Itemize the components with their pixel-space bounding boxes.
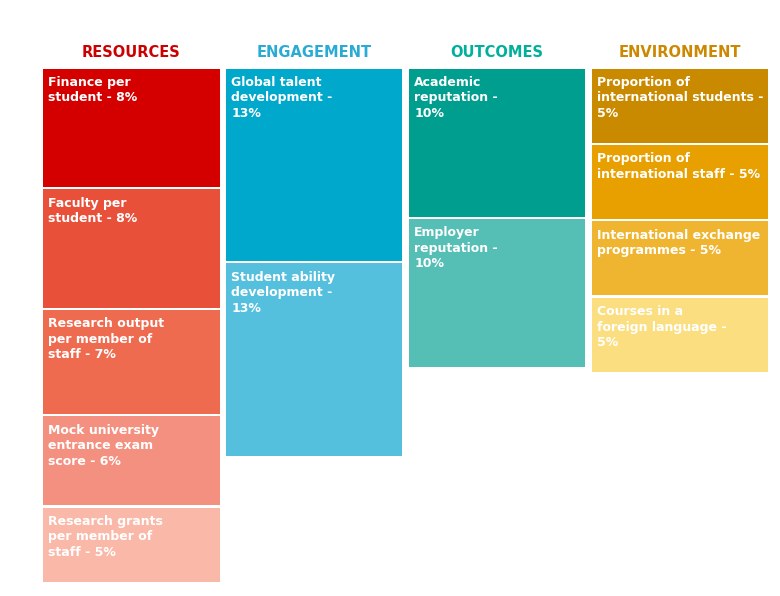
Bar <box>591 69 768 142</box>
Text: ENVIRONMENT: ENVIRONMENT <box>619 45 741 60</box>
Text: Student ability
development -
13%: Student ability development - 13% <box>231 271 335 315</box>
Text: Employer
reputation -
10%: Employer reputation - 10% <box>414 226 498 270</box>
Text: RESOURCES: RESOURCES <box>82 45 181 60</box>
Bar <box>591 145 768 219</box>
Text: OUTCOMES: OUTCOMES <box>451 45 544 60</box>
Text: Faculty per
student - 8%: Faculty per student - 8% <box>48 197 137 225</box>
Text: Finance per
student - 8%: Finance per student - 8% <box>48 76 137 104</box>
Text: Mock university
entrance exam
score - 6%: Mock university entrance exam score - 6% <box>48 424 159 467</box>
Text: Proportion of
international students -
5%: Proportion of international students - 5… <box>597 76 764 120</box>
Bar <box>409 219 585 367</box>
Bar <box>226 69 402 261</box>
Text: Global talent
development -
13%: Global talent development - 13% <box>231 76 332 120</box>
Bar <box>43 508 220 582</box>
Bar <box>226 263 402 456</box>
Text: ENGAGEMENT: ENGAGEMENT <box>257 45 372 60</box>
Bar <box>43 190 220 308</box>
Text: Research grants
per member of
staff - 5%: Research grants per member of staff - 5% <box>48 515 163 559</box>
Text: Courses in a
foreign language -
5%: Courses in a foreign language - 5% <box>597 305 727 349</box>
Bar <box>43 417 220 505</box>
Text: Research output
per member of
staff - 7%: Research output per member of staff - 7% <box>48 318 165 361</box>
Bar <box>591 298 768 372</box>
Bar <box>43 311 220 414</box>
Bar <box>409 69 585 217</box>
Text: Proportion of
international staff - 5%: Proportion of international staff - 5% <box>597 152 760 181</box>
Text: International exchange
programmes - 5%: International exchange programmes - 5% <box>597 229 760 257</box>
Bar <box>591 222 768 296</box>
Bar <box>43 69 220 187</box>
Text: Academic
reputation -
10%: Academic reputation - 10% <box>414 76 498 120</box>
